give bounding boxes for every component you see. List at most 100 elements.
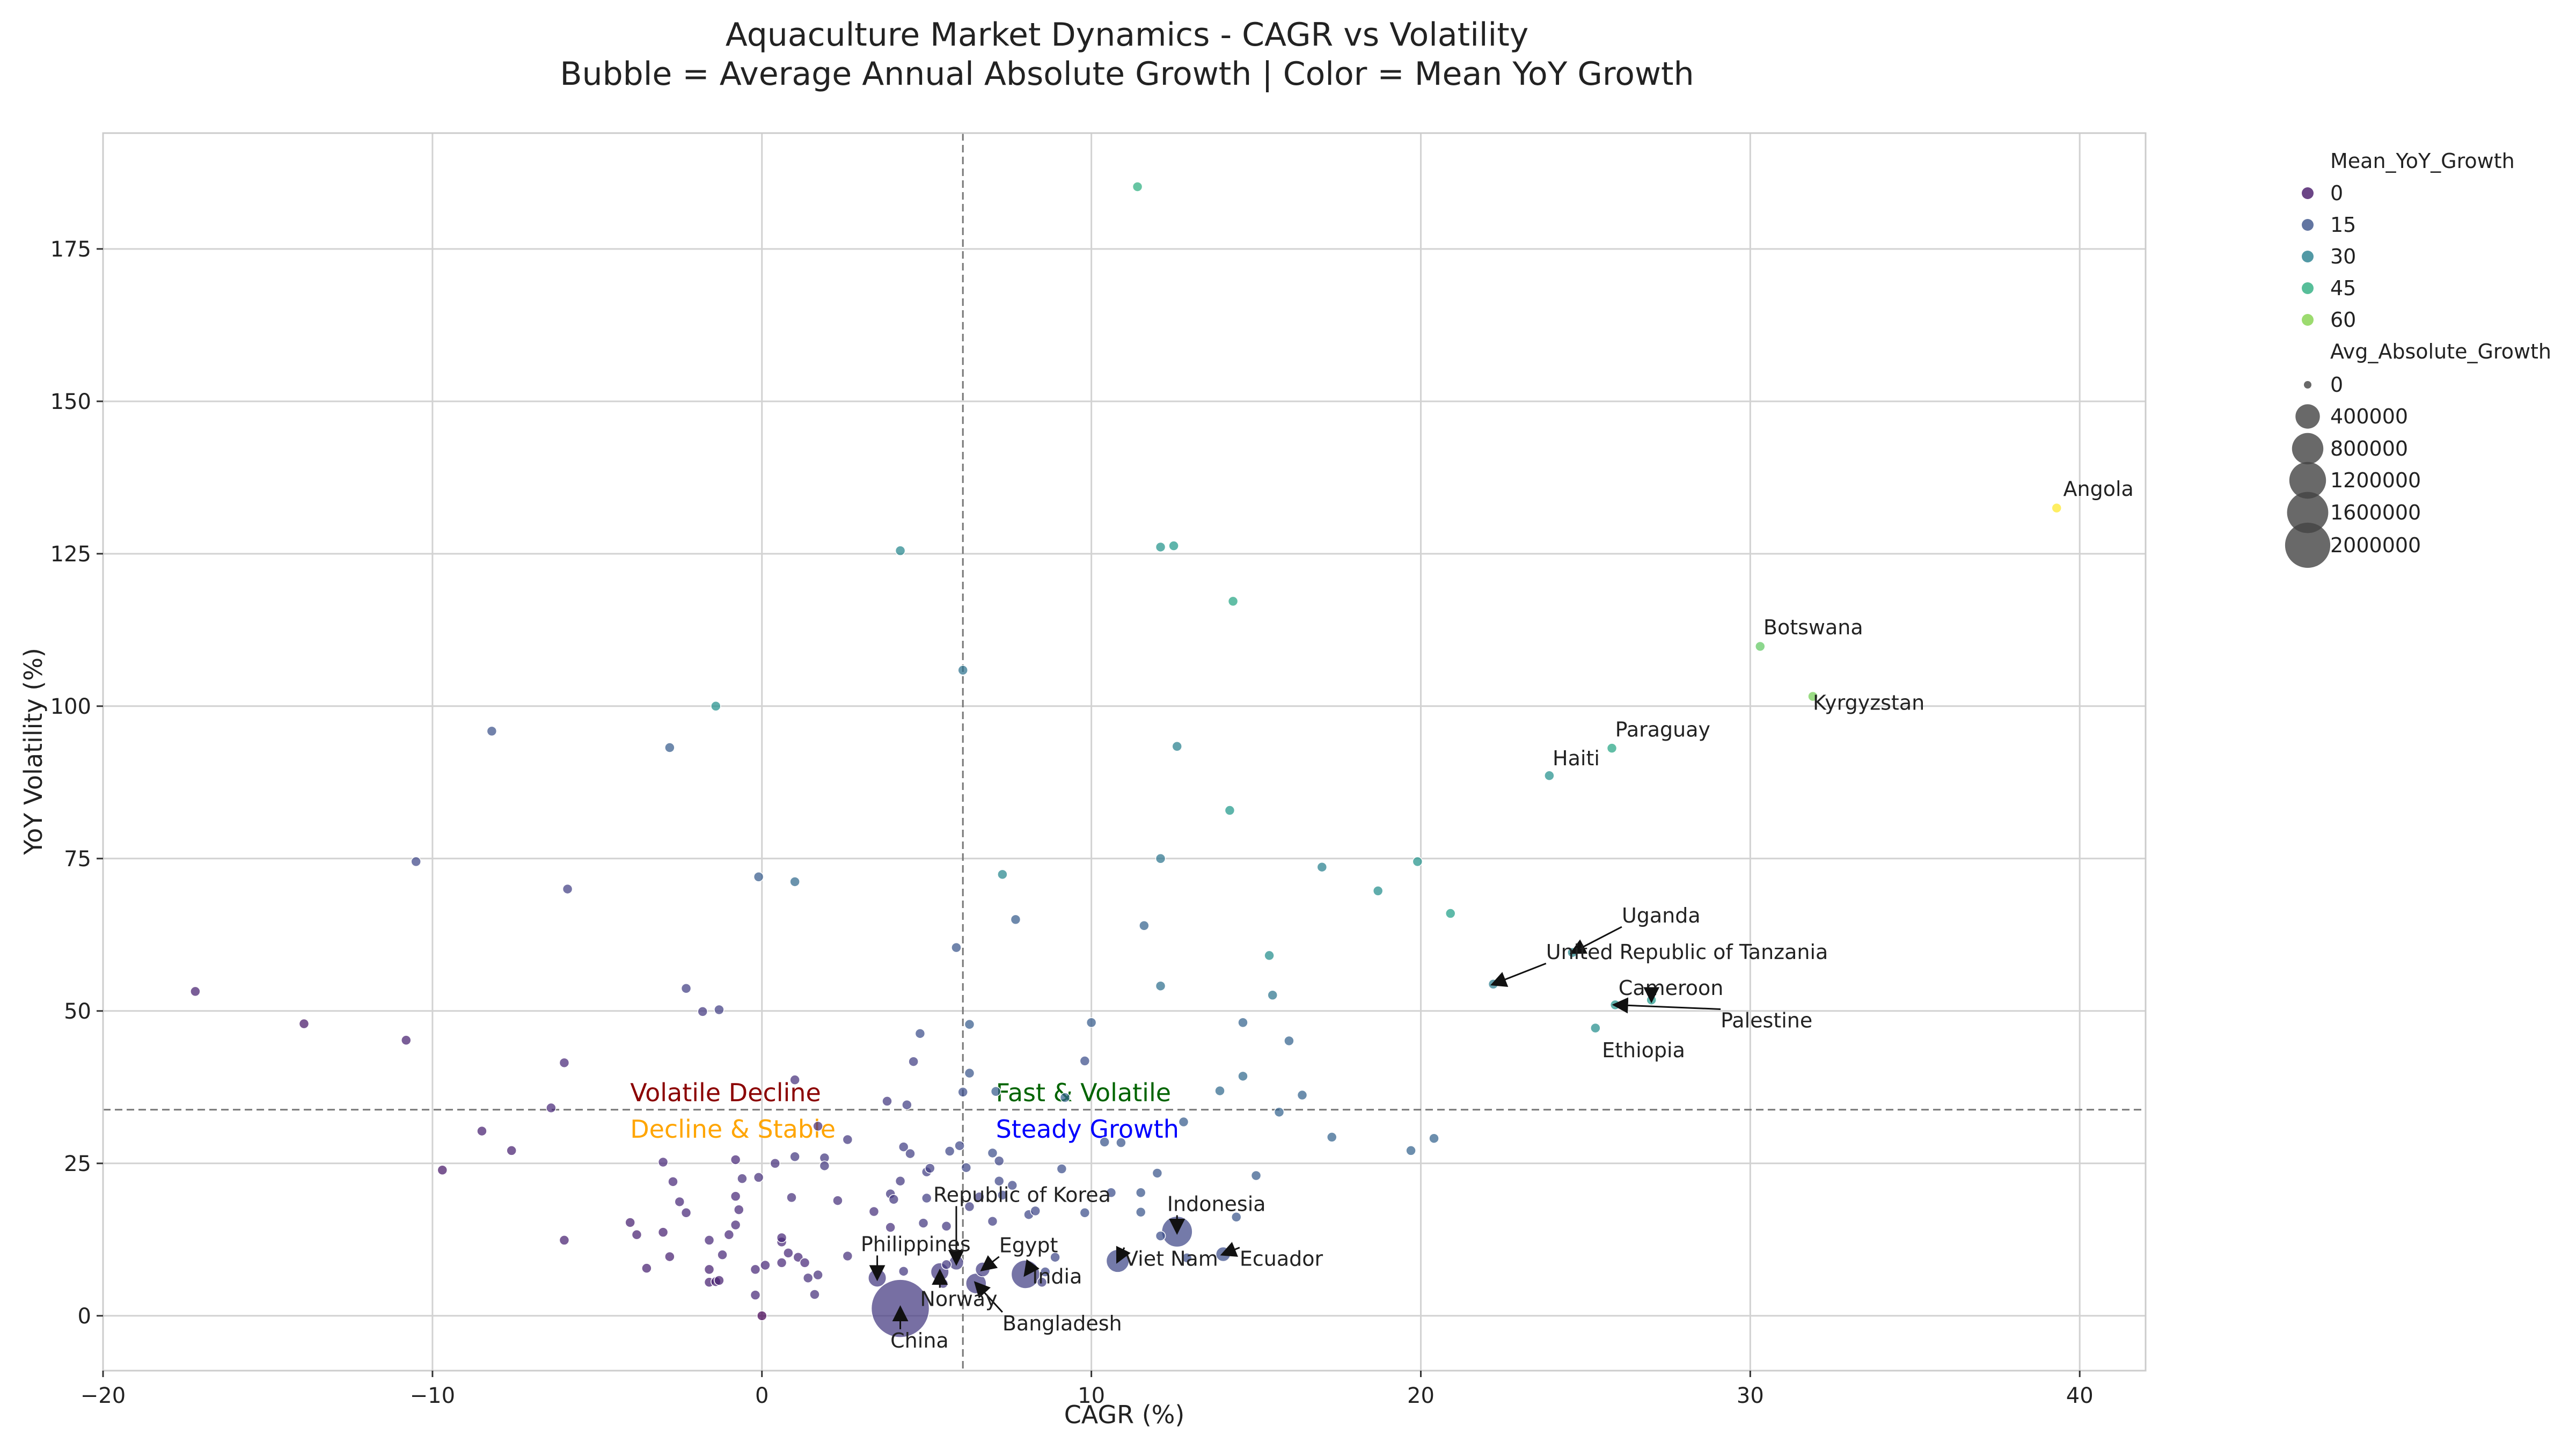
annotation-label: India bbox=[1032, 1265, 1082, 1289]
x-tick-label: −20 bbox=[80, 1384, 126, 1408]
data-point bbox=[957, 1087, 968, 1097]
data-point bbox=[401, 1035, 412, 1046]
data-point bbox=[951, 942, 962, 953]
legend-size-label: 2000000 bbox=[2330, 533, 2421, 557]
legend-size-swatch bbox=[2285, 522, 2331, 568]
data-point bbox=[990, 1086, 1001, 1097]
data-point bbox=[1284, 1035, 1294, 1046]
data-point bbox=[888, 1194, 899, 1205]
annotation-label: Ethiopia bbox=[1602, 1038, 1685, 1062]
legend-size-label: 0 bbox=[2330, 373, 2343, 397]
annotation-label: Indonesia bbox=[1167, 1192, 1266, 1216]
x-tick-label: 10 bbox=[1078, 1384, 1105, 1408]
data-point bbox=[964, 1067, 975, 1079]
data-point bbox=[1106, 1187, 1117, 1198]
annotation-label: Botswana bbox=[1763, 616, 1863, 639]
quadrant-label: Fast & Volatile bbox=[996, 1078, 1171, 1107]
data-point bbox=[625, 1217, 635, 1228]
plot-frame bbox=[102, 132, 2147, 1372]
data-point bbox=[477, 1125, 487, 1137]
annotation-label: Philippines bbox=[861, 1232, 971, 1256]
x-tick-label: 20 bbox=[1407, 1384, 1435, 1408]
annotation-label: Kyrgyzstan bbox=[1813, 691, 1924, 715]
data-point bbox=[668, 1176, 678, 1187]
data-point bbox=[964, 1019, 975, 1030]
data-point bbox=[1152, 1168, 1163, 1179]
reference-lines bbox=[103, 133, 2146, 1371]
legend-size-swatch bbox=[2292, 433, 2324, 465]
data-point bbox=[1155, 853, 1166, 864]
point-botswana bbox=[1755, 641, 1766, 652]
data-point bbox=[786, 1192, 797, 1203]
annotation-label: Viet Nam bbox=[1124, 1247, 1218, 1271]
data-point bbox=[1297, 1089, 1308, 1101]
legend-size-swatch bbox=[2287, 492, 2329, 533]
annotation-arrow bbox=[1023, 1259, 1040, 1277]
data-point bbox=[1238, 1071, 1248, 1082]
legend-color-label: 15 bbox=[2330, 213, 2356, 237]
data-point bbox=[546, 1102, 557, 1114]
data-point bbox=[914, 1028, 926, 1039]
data-point bbox=[1274, 1107, 1285, 1118]
annotation-label: Cameroon bbox=[1619, 976, 1724, 1000]
data-point bbox=[905, 1148, 916, 1159]
data-point bbox=[925, 1163, 935, 1174]
data-point bbox=[789, 876, 800, 887]
data-point bbox=[813, 1269, 823, 1280]
data-point bbox=[190, 986, 201, 997]
y-tick-label: 150 bbox=[50, 390, 91, 414]
data-point bbox=[941, 1259, 952, 1270]
legend-size-label: 400000 bbox=[2330, 405, 2408, 428]
data-point bbox=[486, 726, 497, 737]
data-point bbox=[898, 1141, 909, 1152]
data-point bbox=[987, 1147, 998, 1159]
data-point bbox=[944, 1146, 955, 1157]
y-tick-label: 100 bbox=[50, 694, 91, 719]
data-point bbox=[1030, 1205, 1041, 1217]
data-point bbox=[921, 1192, 932, 1204]
data-point bbox=[1214, 1085, 1225, 1096]
data-point bbox=[717, 1249, 728, 1260]
data-point bbox=[987, 1216, 998, 1227]
data-point bbox=[1059, 1092, 1071, 1103]
data-point bbox=[711, 701, 721, 712]
data-point bbox=[974, 1191, 985, 1203]
data-point bbox=[750, 1290, 761, 1300]
data-point bbox=[908, 1056, 919, 1067]
data-point bbox=[1224, 805, 1235, 816]
data-point bbox=[1040, 1267, 1051, 1277]
data-point bbox=[714, 1004, 724, 1015]
data-point bbox=[730, 1154, 741, 1165]
data-point bbox=[411, 856, 421, 867]
data-point bbox=[1316, 861, 1328, 873]
quadrant-label: Steady Growth bbox=[996, 1115, 1179, 1144]
data-point bbox=[1238, 1017, 1248, 1028]
y-tick-label: 0 bbox=[78, 1304, 91, 1329]
data-point bbox=[819, 1160, 830, 1172]
data-point bbox=[776, 1257, 787, 1268]
data-point bbox=[1326, 1132, 1337, 1143]
annotation-label: Bangladesh bbox=[1002, 1312, 1122, 1335]
quadrant-labels: Volatile Decline Fast & Volatile Decline &… bbox=[630, 1078, 1179, 1144]
data-point bbox=[1250, 1170, 1262, 1181]
legend-size-label: 1600000 bbox=[2330, 501, 2421, 524]
data-point bbox=[298, 1018, 310, 1029]
legend-color-swatch bbox=[2302, 314, 2314, 326]
annotation-label: Republic of Korea bbox=[933, 1183, 1111, 1206]
data-point bbox=[753, 872, 764, 882]
data-point bbox=[723, 1229, 735, 1240]
data-point bbox=[1007, 1180, 1018, 1191]
annotation-label: United Republic of Tanzania bbox=[1546, 940, 1828, 964]
data-point bbox=[842, 1134, 853, 1145]
data-point bbox=[437, 1165, 448, 1176]
legend-color-label: 45 bbox=[2330, 276, 2356, 300]
data-point bbox=[1264, 950, 1275, 961]
legend-size-title: Avg_Absolute_Growth bbox=[2330, 340, 2551, 363]
data-point bbox=[1079, 1208, 1091, 1218]
annotation-arrow bbox=[1116, 1246, 1131, 1264]
data-point bbox=[1267, 990, 1278, 1000]
data-point bbox=[783, 1248, 794, 1258]
legend-size-swatch bbox=[2304, 381, 2311, 389]
annotation-label: Egypt bbox=[999, 1234, 1058, 1257]
